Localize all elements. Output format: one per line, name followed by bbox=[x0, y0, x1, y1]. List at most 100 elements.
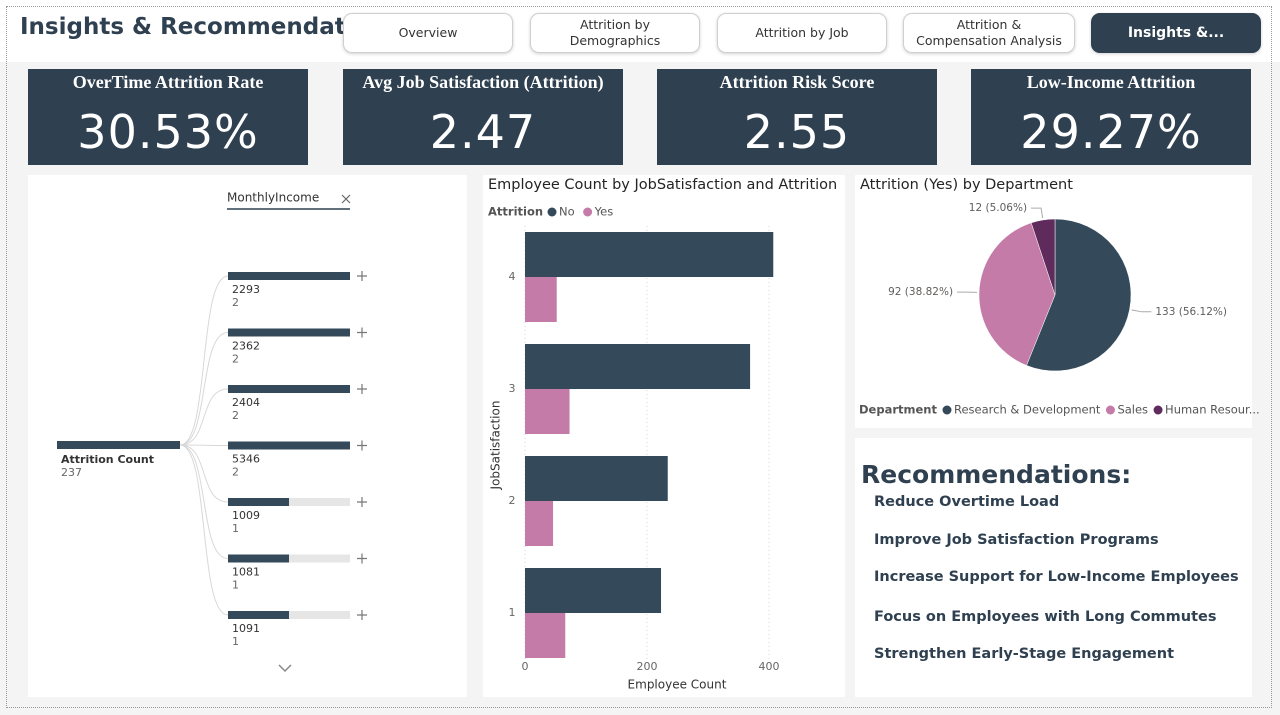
y-tick-label: 3 bbox=[509, 382, 516, 395]
tree-node-value: 2 bbox=[232, 296, 239, 309]
tree-level-header: MonthlyIncome bbox=[227, 191, 319, 205]
legend-label: Sales bbox=[1117, 403, 1148, 417]
data-label: 133 (56.12%) bbox=[1155, 306, 1227, 318]
bar bbox=[525, 568, 662, 613]
tree-node-bar bbox=[228, 272, 350, 280]
tree-panel bbox=[28, 175, 467, 697]
legend-swatch bbox=[1153, 405, 1163, 415]
legend-label: Research & Development bbox=[954, 403, 1101, 417]
tree-connector bbox=[179, 332, 229, 446]
tree-root-bar bbox=[57, 441, 180, 449]
kpi-value: 2.47 bbox=[429, 105, 537, 159]
legend-label: Human Resour... bbox=[1165, 403, 1260, 417]
nav-tab[interactable]: Attrition by Job bbox=[717, 13, 887, 53]
legend-swatch bbox=[942, 405, 952, 415]
tree-node-value: 2 bbox=[232, 466, 239, 479]
kpi-title: Avg Job Satisfaction (Attrition) bbox=[362, 72, 604, 92]
bar bbox=[525, 277, 557, 322]
x-tick-label: 200 bbox=[637, 660, 658, 673]
tree-expand-icon[interactable] bbox=[357, 553, 367, 564]
pie-slice bbox=[1030, 218, 1056, 296]
tree-root-value: 237 bbox=[61, 466, 82, 479]
y-tick-label: 1 bbox=[509, 606, 516, 619]
recs-panel bbox=[855, 438, 1252, 697]
tree-expand-icon[interactable] bbox=[357, 497, 367, 507]
y-axis-label: JobSatisfaction bbox=[489, 401, 503, 491]
tree-node-label: 2404 bbox=[232, 396, 260, 409]
tree-node-bar bbox=[228, 611, 289, 619]
kpi-card: OverTime Attrition Rate 30.53% bbox=[28, 69, 308, 165]
recommendation: Increase Support for Low-Income Employee… bbox=[874, 569, 1239, 585]
tree-node-value: 1 bbox=[232, 579, 239, 592]
recommendations-title: Recommendations: bbox=[861, 460, 1132, 489]
x-tick-label: 400 bbox=[759, 660, 780, 673]
leader-line bbox=[1031, 207, 1044, 219]
kpi-value: 2.55 bbox=[743, 105, 851, 159]
tree-node-label: 1009 bbox=[232, 509, 260, 522]
nav-tab[interactable]: Attrition & Compensation Analysis bbox=[903, 13, 1075, 53]
tree-node-label: 5346 bbox=[232, 453, 260, 466]
kpi-card: Avg Job Satisfaction (Attrition) 2.47 bbox=[343, 69, 623, 165]
legend-title: Department bbox=[859, 403, 937, 417]
y-tick-label: 4 bbox=[509, 270, 516, 283]
data-label: 12 (5.06%) bbox=[969, 202, 1027, 214]
tree-node-bar bbox=[228, 498, 289, 506]
tree-connector bbox=[179, 444, 229, 559]
tree-expand-icon[interactable] bbox=[357, 271, 367, 281]
tree-node-value: 1 bbox=[232, 522, 239, 535]
legend-swatch bbox=[547, 207, 557, 217]
chart-title: Employee Count by JobSatisfaction and At… bbox=[488, 177, 837, 193]
bar bbox=[525, 456, 668, 501]
kpi-card: Low-Income Attrition 29.27% bbox=[971, 69, 1251, 165]
kpi-title: Low-Income Attrition bbox=[1026, 72, 1196, 92]
legend-title: Attrition bbox=[488, 205, 543, 219]
legend-label: No bbox=[559, 205, 575, 219]
recommendation: Reduce Overtime Load bbox=[874, 494, 1060, 510]
nav-tab[interactable]: Overview bbox=[343, 13, 513, 53]
kpi-value: 29.27% bbox=[1020, 105, 1202, 159]
kpi-title: OverTime Attrition Rate bbox=[72, 72, 264, 92]
tree-expand-icon[interactable] bbox=[357, 327, 367, 338]
tree-node-bar bbox=[228, 385, 350, 393]
nav-tab-active[interactable]: Insights &... bbox=[1091, 13, 1261, 53]
tree-expand-icon[interactable] bbox=[357, 440, 367, 451]
page-frame bbox=[6, 6, 1272, 708]
recommendation: Strengthen Early-Stage Engagement bbox=[874, 646, 1175, 662]
tree-scroll-chevron[interactable] bbox=[278, 664, 292, 673]
y-tick-label: 2 bbox=[509, 494, 516, 507]
tree-node-value: 1 bbox=[232, 635, 239, 648]
tree-close-icon[interactable] bbox=[341, 194, 351, 204]
pie-slice bbox=[1026, 218, 1132, 372]
tree-node-label: 1081 bbox=[232, 566, 260, 579]
recommendation: Improve Job Satisfaction Programs bbox=[874, 532, 1159, 548]
recommendation: Focus on Employees with Long Commutes bbox=[874, 609, 1217, 625]
tree-node-label: 1091 bbox=[232, 622, 260, 635]
kpi-title: Attrition Risk Score bbox=[719, 72, 875, 92]
tree-node-value: 2 bbox=[232, 409, 239, 422]
tree-node-bar bbox=[228, 328, 350, 337]
bar bbox=[525, 389, 570, 434]
x-tick-label: 0 bbox=[522, 660, 529, 673]
legend-label: Yes bbox=[594, 205, 614, 219]
chart-title: Attrition (Yes) by Department bbox=[860, 177, 1073, 193]
tree-connector bbox=[179, 444, 229, 503]
tree-expand-icon[interactable] bbox=[357, 384, 367, 394]
tree-node-label: 2362 bbox=[232, 340, 260, 353]
tree-node-bar bbox=[228, 554, 289, 563]
tree-expand-icon[interactable] bbox=[357, 610, 367, 620]
tree-root-label: Attrition Count bbox=[61, 453, 154, 466]
pie-slice bbox=[978, 222, 1056, 366]
nav-tab[interactable]: Attrition by Demographics bbox=[530, 13, 700, 53]
data-label: 92 (38.82%) bbox=[888, 286, 953, 298]
bar bbox=[525, 344, 751, 389]
legend-swatch bbox=[583, 207, 593, 217]
tree-connector bbox=[179, 388, 229, 446]
tree-connector bbox=[179, 275, 229, 446]
kpi-card: Attrition Risk Score 2.55 bbox=[657, 69, 937, 165]
legend-swatch bbox=[1105, 405, 1115, 415]
tree-connector bbox=[179, 444, 229, 616]
tree-node-bar bbox=[228, 441, 350, 450]
tree-node-value: 2 bbox=[232, 353, 239, 366]
bar bbox=[525, 232, 774, 277]
